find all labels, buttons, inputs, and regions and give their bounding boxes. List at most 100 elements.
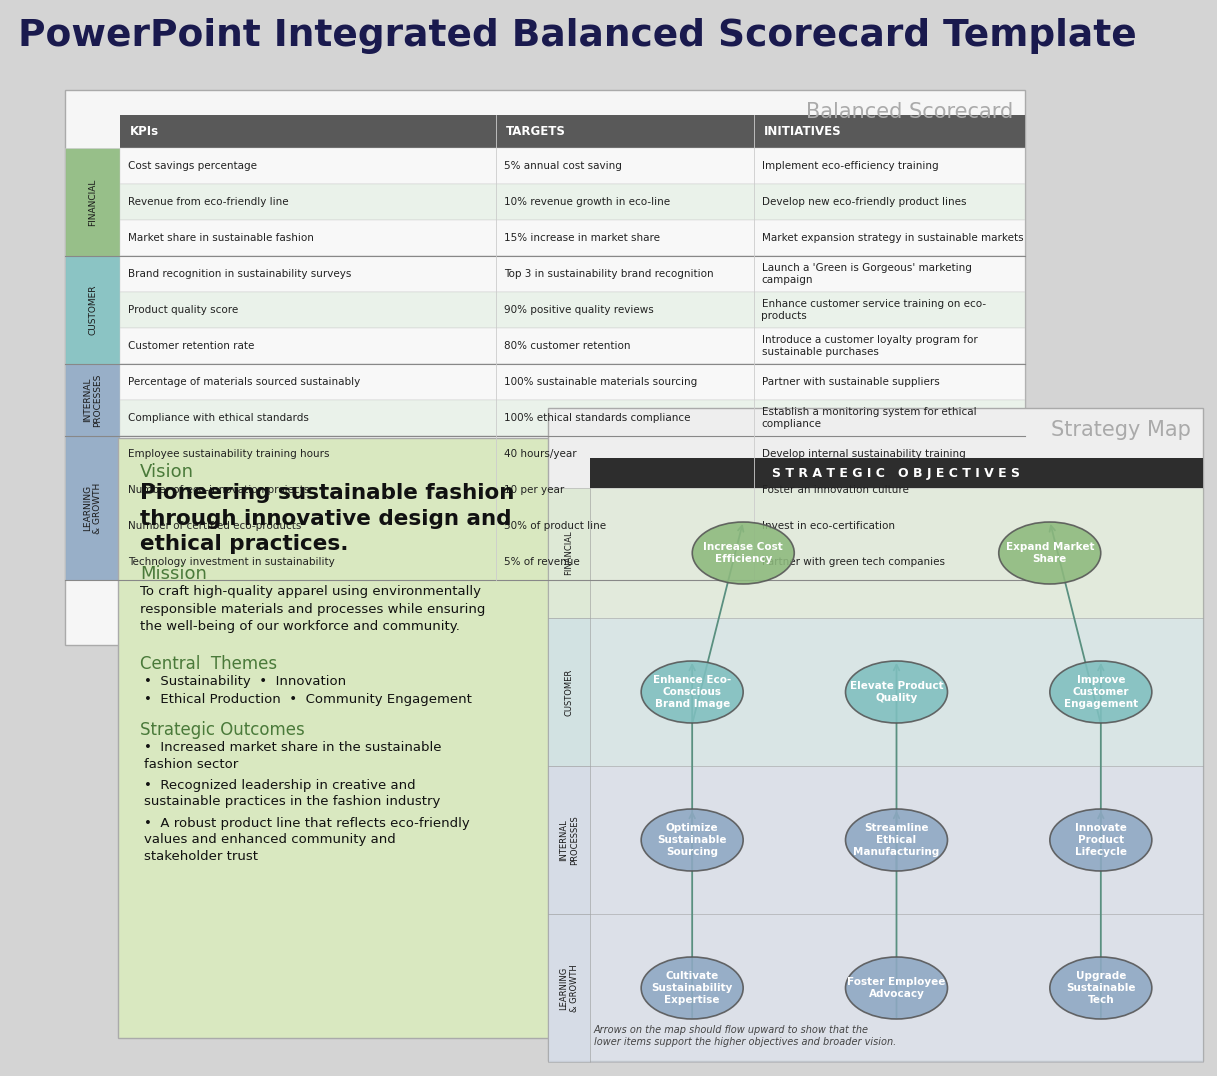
- FancyBboxPatch shape: [65, 90, 1025, 645]
- Text: Technology investment in sustainability: Technology investment in sustainability: [128, 557, 335, 567]
- Text: TARGETS: TARGETS: [505, 125, 566, 138]
- FancyBboxPatch shape: [590, 489, 1202, 618]
- Text: Enhance customer service training on eco-
products: Enhance customer service training on eco…: [762, 299, 986, 321]
- Text: LEARNING
& GROWTH: LEARNING & GROWTH: [83, 482, 102, 534]
- Text: Strategy Map: Strategy Map: [1051, 420, 1191, 440]
- Text: Streamline
Ethical
Manufacturing: Streamline Ethical Manufacturing: [853, 823, 940, 856]
- Text: Develop internal sustainability training: Develop internal sustainability training: [762, 449, 965, 459]
- Text: Strategic Outcomes: Strategic Outcomes: [140, 721, 304, 739]
- Text: Increase Cost
Efficiency: Increase Cost Efficiency: [703, 542, 783, 564]
- Text: Elevate Product
Quality: Elevate Product Quality: [849, 681, 943, 703]
- Text: Percentage of materials sourced sustainably: Percentage of materials sourced sustaina…: [128, 377, 360, 387]
- Text: INTERNAL
PROCESSES: INTERNAL PROCESSES: [83, 373, 102, 427]
- Text: 5% annual cost saving: 5% annual cost saving: [504, 161, 622, 171]
- FancyBboxPatch shape: [120, 328, 1025, 364]
- FancyBboxPatch shape: [590, 458, 1202, 489]
- Text: Market expansion strategy in sustainable markets: Market expansion strategy in sustainable…: [762, 233, 1023, 243]
- Text: Market share in sustainable fashion: Market share in sustainable fashion: [128, 233, 314, 243]
- Text: Central  Themes: Central Themes: [140, 655, 277, 672]
- Text: Compliance with ethical standards: Compliance with ethical standards: [128, 413, 309, 423]
- FancyBboxPatch shape: [120, 472, 1025, 508]
- Ellipse shape: [1050, 809, 1151, 870]
- FancyBboxPatch shape: [120, 364, 1025, 400]
- Text: Number of eco-innovation projects: Number of eco-innovation projects: [128, 485, 309, 495]
- Text: Introduce a customer loyalty program for
sustainable purchases: Introduce a customer loyalty program for…: [762, 336, 977, 357]
- Text: Foster Employee
Advocacy: Foster Employee Advocacy: [847, 977, 946, 999]
- FancyBboxPatch shape: [120, 115, 1025, 148]
- Text: Top 3 in sustainability brand recognition: Top 3 in sustainability brand recognitio…: [504, 269, 713, 279]
- Text: Optimize
Sustainable
Sourcing: Optimize Sustainable Sourcing: [657, 823, 727, 856]
- Text: 100% ethical standards compliance: 100% ethical standards compliance: [504, 413, 690, 423]
- Ellipse shape: [641, 957, 744, 1019]
- Text: PowerPoint Integrated Balanced Scorecard Template: PowerPoint Integrated Balanced Scorecard…: [18, 18, 1137, 54]
- Text: 40 hours/year: 40 hours/year: [504, 449, 576, 459]
- Text: To craft high-quality apparel using environmentally
responsible materials and pr: To craft high-quality apparel using envi…: [140, 585, 486, 633]
- Text: Implement eco-efficiency training: Implement eco-efficiency training: [762, 161, 938, 171]
- FancyBboxPatch shape: [65, 148, 120, 256]
- Text: •  A robust product line that reflects eco-friendly
values and enhanced communit: • A robust product line that reflects ec…: [144, 817, 470, 863]
- Text: •  Recognized leadership in creative and
sustainable practices in the fashion in: • Recognized leadership in creative and …: [144, 779, 441, 808]
- Text: Expand Market
Share: Expand Market Share: [1005, 542, 1094, 564]
- FancyBboxPatch shape: [65, 256, 120, 364]
- Ellipse shape: [846, 809, 948, 870]
- Text: CUSTOMER: CUSTOMER: [88, 285, 97, 336]
- Text: Improve
Customer
Engagement: Improve Customer Engagement: [1064, 676, 1138, 709]
- Text: Arrows on the map should flow upward to show that the
lower items support the hi: Arrows on the map should flow upward to …: [594, 1025, 896, 1047]
- Text: Partner with sustainable suppliers: Partner with sustainable suppliers: [762, 377, 940, 387]
- Text: 100% sustainable materials sourcing: 100% sustainable materials sourcing: [504, 377, 697, 387]
- Text: Revenue from eco-friendly line: Revenue from eco-friendly line: [128, 197, 288, 207]
- Text: Pioneering sustainable fashion
through innovative design and
ethical practices.: Pioneering sustainable fashion through i…: [140, 483, 515, 554]
- Ellipse shape: [1050, 957, 1151, 1019]
- Text: 5% of revenue: 5% of revenue: [504, 557, 579, 567]
- Text: 10 per year: 10 per year: [504, 485, 563, 495]
- Text: •  Ethical Production  •  Community Engagement: • Ethical Production • Community Engagem…: [144, 693, 472, 706]
- Text: INTERNAL
PROCESSES: INTERNAL PROCESSES: [560, 816, 579, 865]
- Ellipse shape: [692, 522, 795, 584]
- Text: Invest in eco-certification: Invest in eco-certification: [762, 521, 894, 530]
- FancyBboxPatch shape: [120, 508, 1025, 544]
- Text: Foster an innovation culture: Foster an innovation culture: [762, 485, 908, 495]
- Text: Establish a monitoring system for ethical
compliance: Establish a monitoring system for ethica…: [762, 407, 976, 429]
- Text: Employee sustainability training hours: Employee sustainability training hours: [128, 449, 330, 459]
- FancyBboxPatch shape: [548, 618, 590, 766]
- Text: FINANCIAL: FINANCIAL: [88, 179, 97, 226]
- Text: 90% positive quality reviews: 90% positive quality reviews: [504, 305, 654, 315]
- FancyBboxPatch shape: [590, 766, 1202, 914]
- Text: INITIATIVES: INITIATIVES: [763, 125, 841, 138]
- Text: Cultivate
Sustainability
Expertise: Cultivate Sustainability Expertise: [651, 972, 733, 1005]
- Text: 15% increase in market share: 15% increase in market share: [504, 233, 660, 243]
- Text: Enhance Eco-
Conscious
Brand Image: Enhance Eco- Conscious Brand Image: [654, 676, 731, 709]
- FancyBboxPatch shape: [65, 364, 120, 436]
- FancyBboxPatch shape: [120, 292, 1025, 328]
- Text: S T R A T E G I C   O B J E C T I V E S: S T R A T E G I C O B J E C T I V E S: [773, 467, 1021, 480]
- Text: •  Sustainability  •  Innovation: • Sustainability • Innovation: [144, 675, 346, 688]
- FancyBboxPatch shape: [120, 436, 1025, 472]
- Ellipse shape: [846, 661, 948, 723]
- FancyBboxPatch shape: [120, 544, 1025, 580]
- Text: CUSTOMER: CUSTOMER: [565, 668, 573, 716]
- FancyBboxPatch shape: [65, 436, 120, 580]
- Text: Partner with green tech companies: Partner with green tech companies: [762, 557, 944, 567]
- Text: Number of certified eco-products: Number of certified eco-products: [128, 521, 302, 530]
- FancyBboxPatch shape: [548, 408, 1202, 1061]
- FancyBboxPatch shape: [590, 618, 1202, 766]
- FancyBboxPatch shape: [120, 184, 1025, 220]
- Ellipse shape: [641, 809, 744, 870]
- Text: Cost savings percentage: Cost savings percentage: [128, 161, 257, 171]
- Text: Balanced Scorecard: Balanced Scorecard: [806, 102, 1013, 122]
- Text: Upgrade
Sustainable
Tech: Upgrade Sustainable Tech: [1066, 972, 1135, 1005]
- FancyBboxPatch shape: [548, 489, 590, 618]
- Text: Customer retention rate: Customer retention rate: [128, 341, 254, 351]
- Text: Product quality score: Product quality score: [128, 305, 239, 315]
- FancyBboxPatch shape: [548, 914, 590, 1062]
- Ellipse shape: [846, 957, 948, 1019]
- Text: Vision: Vision: [140, 463, 194, 481]
- Text: Develop new eco-friendly product lines: Develop new eco-friendly product lines: [762, 197, 966, 207]
- Text: FINANCIAL: FINANCIAL: [565, 530, 573, 576]
- Text: KPIs: KPIs: [130, 125, 159, 138]
- FancyBboxPatch shape: [118, 438, 571, 1038]
- Text: 80% customer retention: 80% customer retention: [504, 341, 630, 351]
- Ellipse shape: [1050, 661, 1151, 723]
- Text: Brand recognition in sustainability surveys: Brand recognition in sustainability surv…: [128, 269, 352, 279]
- FancyBboxPatch shape: [120, 256, 1025, 292]
